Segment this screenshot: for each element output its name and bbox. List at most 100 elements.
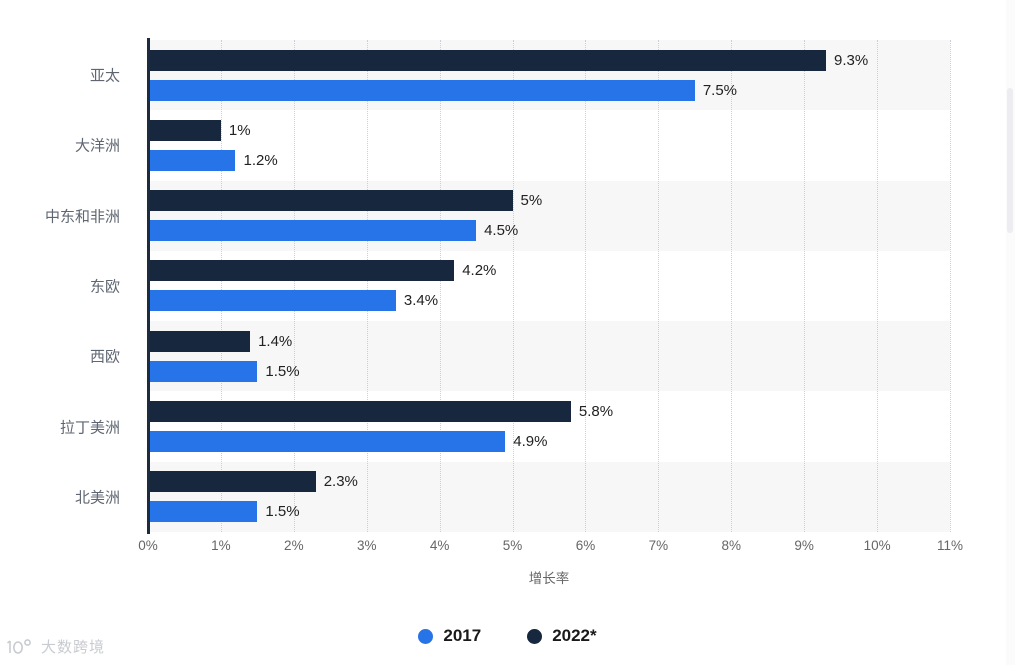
bar-group-拉丁美洲: 5.8% 4.9% xyxy=(148,391,950,461)
legend-item-2017[interactable]: 2017 xyxy=(418,626,481,646)
gridline xyxy=(877,40,879,532)
bar-2017-亚太[interactable] xyxy=(148,79,695,101)
bar-2017-西欧[interactable] xyxy=(148,360,258,382)
x-tick: 9% xyxy=(794,538,814,553)
category-label: 东欧 xyxy=(89,278,120,296)
value-label: 9.3% xyxy=(834,51,869,69)
bar-2022*-亚太[interactable] xyxy=(148,49,827,71)
bar-line: 7.5% xyxy=(148,79,950,101)
bar-2017-大洋洲[interactable] xyxy=(148,149,236,171)
gridline xyxy=(658,40,660,532)
category-label: 西欧 xyxy=(89,348,120,366)
x-tick: 5% xyxy=(502,538,523,553)
value-label: 4.9% xyxy=(513,433,548,451)
bar-line: 4.9% xyxy=(148,431,950,453)
gridline xyxy=(512,40,514,532)
bar-2017-东欧[interactable] xyxy=(148,290,396,312)
scrollbar-track[interactable] xyxy=(1006,0,1015,665)
gridline xyxy=(804,40,806,532)
gridline xyxy=(220,40,222,532)
value-label: 2.3% xyxy=(323,473,358,491)
value-label: 1.4% xyxy=(258,332,293,350)
gridlines xyxy=(148,40,951,532)
legend-dot xyxy=(527,628,543,644)
gridline xyxy=(366,40,368,532)
bar-line: 3.4% xyxy=(148,290,950,312)
bar-group-亚太: 9.3% 7.5% xyxy=(148,40,950,110)
value-label: 1.5% xyxy=(265,362,300,380)
bar-rows: 9.3% 7.5% 1% 1.2% 5% 4.5% 4.2% 3.4% 1.4% 1.5% 5.8%… xyxy=(148,40,950,532)
watermark-logo-icon xyxy=(7,638,31,654)
bar-line: 4.2% xyxy=(148,260,950,282)
gridline xyxy=(585,40,587,532)
gridline xyxy=(293,40,295,532)
category-label: 大洋洲 xyxy=(74,137,120,155)
legend-label: 2017 xyxy=(443,626,482,645)
bar-group-东欧: 4.2% 3.4% xyxy=(148,251,950,321)
watermark: 大数跨境 xyxy=(6,636,105,657)
bar-2022*-北美洲[interactable] xyxy=(148,471,316,493)
bar-2017-中东和非洲[interactable] xyxy=(148,220,477,242)
category-labels: 亚太大洋洲中东和非洲东欧西欧拉丁美洲北美洲 xyxy=(0,40,134,532)
bar-2022*-东欧[interactable] xyxy=(148,260,455,282)
gridline xyxy=(439,40,441,532)
gridline xyxy=(731,40,733,532)
value-label: 4.2% xyxy=(462,262,497,280)
bar-2017-拉丁美洲[interactable] xyxy=(148,431,506,453)
value-label: 5.8% xyxy=(578,403,614,421)
bar-2022*-中东和非洲[interactable] xyxy=(148,190,513,212)
bar-line: 1% xyxy=(148,119,950,141)
x-tick: 3% xyxy=(356,538,377,553)
x-tick: 0% xyxy=(138,538,158,553)
bar-group-中东和非洲: 5% 4.5% xyxy=(148,181,950,251)
legend-item-2022*[interactable]: 2022* xyxy=(527,626,597,646)
legend: 2017 2022* xyxy=(0,626,1015,646)
bar-2022*-大洋洲[interactable] xyxy=(148,119,221,141)
scrollbar-thumb[interactable] xyxy=(1007,88,1013,233)
legend-label: 2022* xyxy=(552,626,597,645)
bar-line: 5% xyxy=(148,190,950,212)
category-label: 亚太 xyxy=(89,67,120,85)
x-tick: 7% xyxy=(648,538,669,553)
bar-line: 4.5% xyxy=(148,220,950,242)
watermark-text: 大数跨境 xyxy=(41,639,106,656)
x-tick: 8% xyxy=(721,538,742,553)
x-tick: 6% xyxy=(575,538,596,553)
bar-line: 1.5% xyxy=(148,501,950,523)
plot-area: 9.3% 7.5% 1% 1.2% 5% 4.5% 4.2% 3.4% 1.4% 1.5% 5.8%… xyxy=(147,38,951,534)
legend-dot xyxy=(418,628,434,644)
value-label: 1% xyxy=(228,121,251,139)
row-band xyxy=(148,321,950,392)
bar-line: 1.4% xyxy=(148,330,950,352)
x-tick: 1% xyxy=(211,538,231,553)
value-label: 7.5% xyxy=(702,81,738,99)
value-label: 4.5% xyxy=(484,222,519,240)
value-label: 5% xyxy=(520,192,543,210)
category-label: 中东和非洲 xyxy=(44,208,120,226)
x-tick-labels: 0% 1% 2% 3% 4% 5% 6% 7% 8% 9% 10% 11% xyxy=(138,538,963,556)
bar-2022*-拉丁美洲[interactable] xyxy=(148,401,571,423)
bar-line: 1.2% xyxy=(148,149,950,171)
category-label: 拉丁美洲 xyxy=(59,419,120,437)
y-axis-line xyxy=(147,38,150,534)
value-label: 1.5% xyxy=(265,503,300,521)
x-axis-title: 增长率 xyxy=(528,571,570,586)
bar-group-大洋洲: 1% 1.2% xyxy=(148,110,950,180)
gridline xyxy=(950,40,951,532)
bar-group-北美洲: 2.3% 1.5% xyxy=(148,462,950,532)
bar-line: 2.3% xyxy=(148,471,950,493)
bar-2022*-西欧[interactable] xyxy=(148,330,251,352)
x-tick: 4% xyxy=(429,538,450,553)
bar-line: 1.5% xyxy=(148,360,950,382)
x-tick: 2% xyxy=(284,538,304,553)
x-tick: 11% xyxy=(936,538,964,553)
bar-group-西欧: 1.4% 1.5% xyxy=(148,321,950,391)
x-tick: 10% xyxy=(863,538,891,553)
category-label: 北美洲 xyxy=(74,489,120,507)
bar-2017-北美洲[interactable] xyxy=(148,501,258,523)
value-label: 1.2% xyxy=(243,151,278,169)
bar-line: 9.3% xyxy=(148,49,950,71)
value-label: 3.4% xyxy=(403,292,439,310)
bar-line: 5.8% xyxy=(148,401,950,423)
